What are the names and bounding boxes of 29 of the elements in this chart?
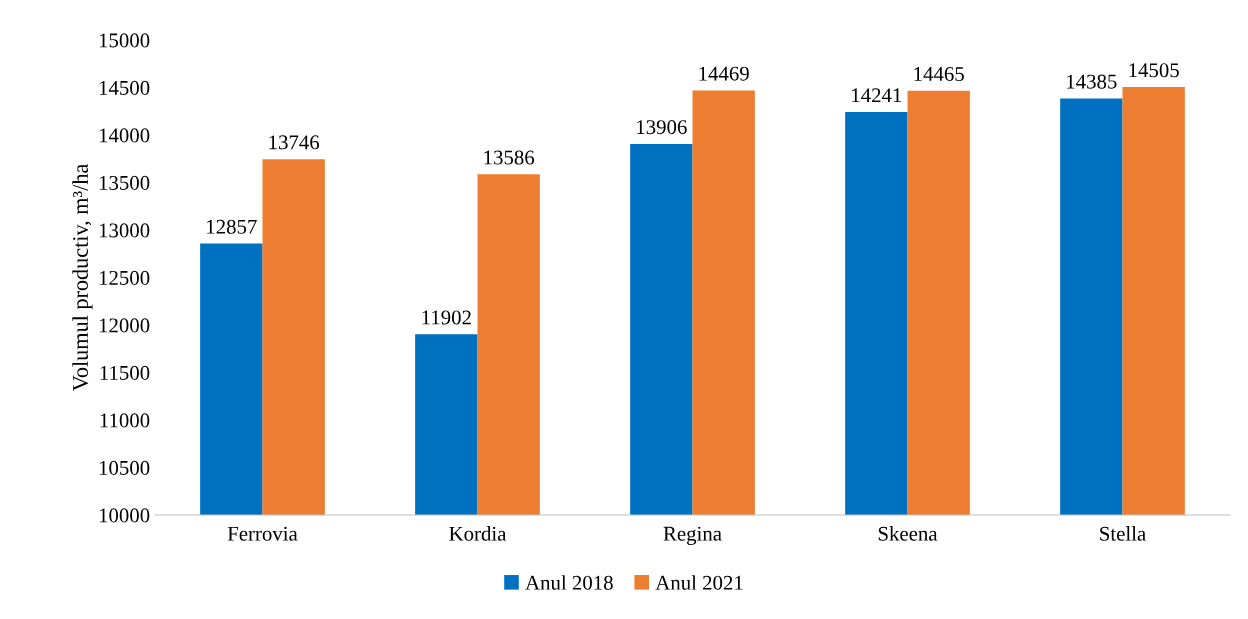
data-label: 14469: [699, 66, 749, 81]
data-label: 13906: [637, 120, 687, 135]
data-label: 14241: [852, 88, 902, 103]
y-tick-label: 12000: [99, 318, 150, 333]
data-label: 12857: [207, 219, 257, 234]
y-tick-label: 11000: [100, 413, 150, 428]
legend-label: Anul 2018: [525, 575, 613, 590]
y-tick-label: 15000: [99, 33, 150, 48]
x-tick-label: Stella: [1100, 526, 1146, 541]
y-tick-label: 13500: [99, 175, 150, 190]
x-tick-label: Skeena: [878, 526, 938, 541]
data-label: 13746: [269, 135, 320, 150]
legend-label: Anul 2021: [655, 575, 743, 590]
data-label: 14505: [1129, 63, 1179, 78]
data-label: 14385: [1067, 74, 1117, 89]
x-tick-label: Kordia: [449, 526, 507, 541]
y-tick-label: 11500: [100, 365, 150, 380]
x-tick-label: Regina: [663, 526, 722, 545]
y-tick-label: 14000: [99, 128, 150, 143]
x-tick-label: Ferrovia: [227, 526, 298, 541]
y-axis-title: Volumul productiv, m³/ha: [72, 163, 93, 392]
y-tick-label: 14500: [99, 80, 150, 95]
y-tick-label: 10500: [99, 460, 150, 475]
data-label: 11902: [422, 310, 471, 325]
y-tick-label: 13000: [99, 223, 150, 238]
data-label: 14465: [914, 67, 964, 82]
data-label: 13586: [484, 150, 535, 165]
y-tick-label: 12500: [99, 270, 150, 285]
y-tick-label: 10000: [99, 508, 150, 523]
